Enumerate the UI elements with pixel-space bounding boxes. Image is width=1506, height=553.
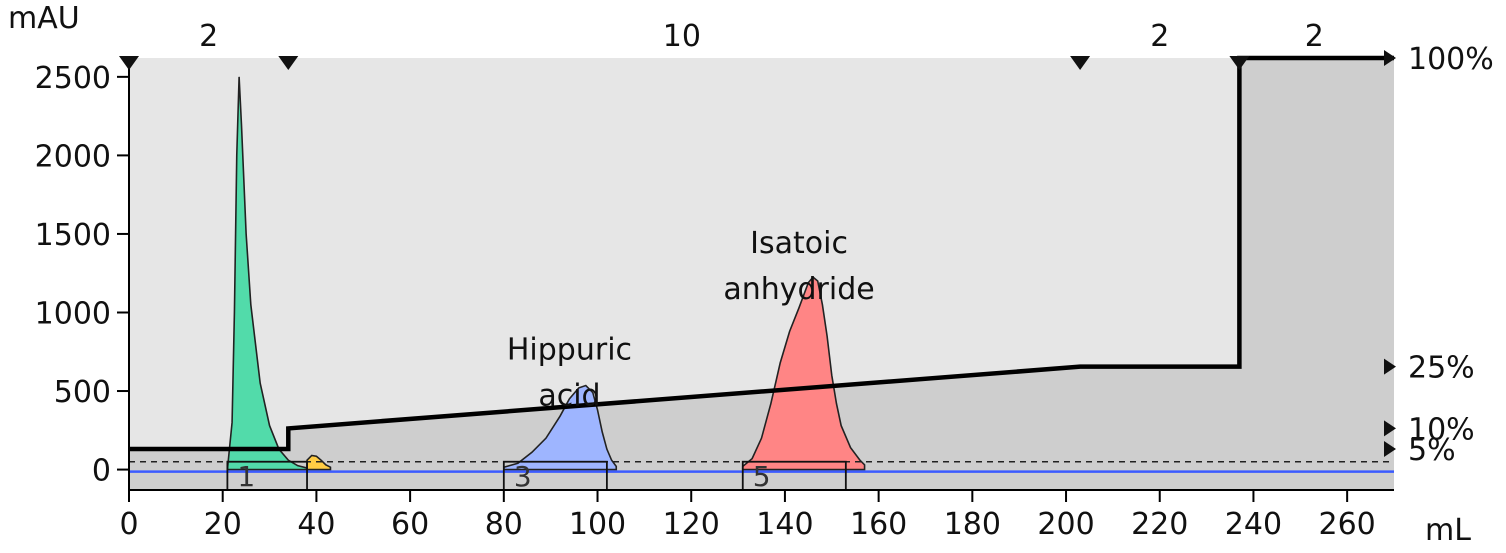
x-tick-label: 120 <box>663 507 720 542</box>
peak-annotation: Hippuric <box>507 333 632 368</box>
x-tick-label: 140 <box>756 507 813 542</box>
segment-marker <box>278 56 299 70</box>
x-tick-label: 60 <box>391 507 429 542</box>
peak-annotation: acid <box>538 379 600 414</box>
gradient-marker <box>1384 440 1396 457</box>
peak-1 <box>226 76 308 471</box>
y-tick-label: 2000 <box>35 139 111 174</box>
x-axis-unit-label: mL <box>1425 513 1471 548</box>
gradient-marker <box>1384 50 1396 66</box>
gradient-percent-label: 10% <box>1408 412 1475 447</box>
x-tick-label: 220 <box>1131 507 1188 542</box>
x-tick-label: 0 <box>119 507 138 542</box>
y-axis-unit-label: mAU <box>8 1 80 36</box>
segment-marker <box>119 56 139 70</box>
gradient-area <box>129 58 1394 490</box>
segment-label: 10 <box>663 19 701 54</box>
fraction-label-1: 1 <box>237 460 255 493</box>
gradient-marker <box>1384 420 1396 437</box>
segment-label: 2 <box>1150 19 1169 54</box>
peak-2 <box>306 454 332 471</box>
gradient-percent-label: 100% <box>1408 42 1494 77</box>
x-tick-label: 200 <box>1037 507 1094 542</box>
segment-marker <box>1229 56 1250 70</box>
gradient-percent-label: 25% <box>1408 351 1475 386</box>
fraction-label-5: 5 <box>753 460 771 493</box>
peak-annotation: Isatoic <box>750 226 848 261</box>
segment-label: 2 <box>1305 19 1324 54</box>
x-tick-label: 180 <box>944 507 1001 542</box>
x-tick-label: 260 <box>1319 507 1376 542</box>
y-tick-label: 2500 <box>35 61 111 96</box>
gradient-percent-label: 5% <box>1408 433 1456 468</box>
segment-label: 2 <box>199 19 218 54</box>
y-tick-label: 0 <box>92 454 111 489</box>
y-tick-label: 1000 <box>35 296 111 331</box>
segment-marker <box>1070 56 1091 70</box>
y-tick-label: 500 <box>54 375 111 410</box>
y-tick-label: 1500 <box>35 218 111 253</box>
x-tick-label: 40 <box>297 507 335 542</box>
x-tick-label: 160 <box>850 507 907 542</box>
gradient-marker <box>1384 358 1396 375</box>
fraction-label-3: 3 <box>514 460 532 493</box>
x-tick-label: 240 <box>1225 507 1282 542</box>
peak-5 <box>741 276 866 471</box>
peak-annotation: anhydride <box>723 272 874 307</box>
x-tick-label: 80 <box>485 507 523 542</box>
x-tick-label: 20 <box>204 507 242 542</box>
x-tick-label: 100 <box>569 507 626 542</box>
